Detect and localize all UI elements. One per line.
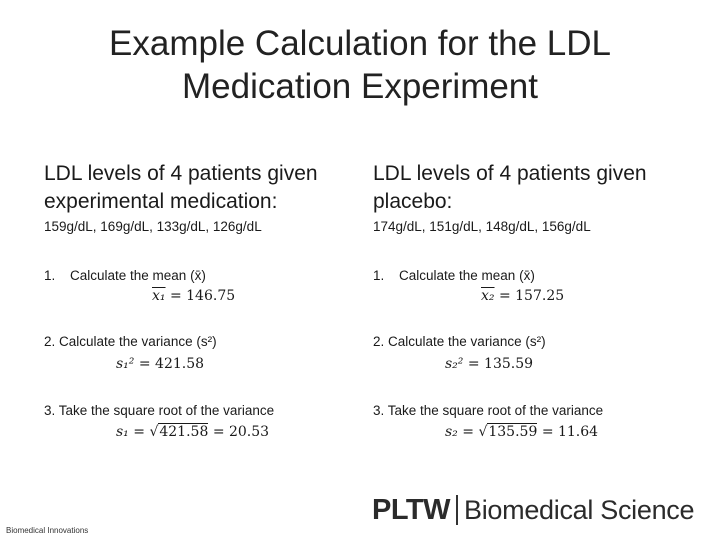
placebo-sd-radicand: 135.59 — [487, 423, 538, 440]
placebo-step-1-number: 1. — [373, 268, 385, 283]
placebo-variance-value: = 135.59 — [467, 356, 534, 372]
placebo-mean-formula: x₂ = 157.25 — [481, 288, 564, 304]
logo-main-text: PLTW — [372, 493, 451, 526]
medication-step-1-number: 1. — [44, 268, 56, 283]
medication-sd-radicand: 421.58 — [158, 423, 209, 440]
medication-step-1: 1. Calculate the mean (x̄) — [44, 268, 206, 283]
placebo-mean-value: = 157.25 — [498, 288, 565, 304]
logo-divider — [456, 495, 458, 525]
placebo-step-2: 2. Calculate the variance (s²) — [373, 334, 546, 349]
medication-sd-label: s₁ = — [116, 424, 145, 440]
medication-mean-value: = 146.75 — [169, 288, 236, 304]
medication-step-1-text: Calculate the mean (x̄) — [70, 268, 206, 283]
pltw-logo: PLTW Biomedical Science — [372, 492, 695, 528]
medication-values: 159g/dL, 169g/dL, 133g/dL, 126g/dL — [44, 219, 262, 234]
medication-variance-value: = 421.58 — [138, 356, 205, 372]
placebo-heading: LDL levels of 4 patients given placebo: — [373, 162, 647, 213]
placebo-sd-sqrt-symbol: √ — [478, 424, 488, 440]
medication-mean-formula: x₁ = 146.75 — [152, 288, 235, 304]
placebo-step-1: 1. Calculate the mean (x̄) — [373, 268, 535, 283]
medication-heading: LDL levels of 4 patients given experimen… — [44, 162, 318, 213]
medication-step-3: 3. Take the square root of the variance — [44, 403, 275, 418]
footer-course-label: Biomedical Innovations — [6, 526, 89, 535]
placebo-step-3: 3. Take the square root of the variance — [373, 403, 604, 418]
medication-sd-value: = 20.53 — [212, 424, 270, 440]
placebo-sd-formula: s₂ = √135.59 = 11.64 — [445, 423, 599, 440]
placebo-sd-label: s₂ = — [445, 424, 474, 440]
placebo-variance-label: s₂² — [445, 356, 464, 372]
medication-sd-formula: s₁ = √421.58 = 20.53 — [116, 423, 270, 440]
medication-mean-label: x₁ — [152, 288, 166, 304]
placebo-values: 174g/dL, 151g/dL, 148g/dL, 156g/dL — [373, 219, 591, 234]
placebo-mean-label: x₂ — [481, 288, 495, 304]
medication-variance-label: s₁² — [116, 356, 135, 372]
placebo-step-1-text: Calculate the mean (x̄) — [399, 268, 535, 283]
medication-variance-formula: s₁² = 421.58 — [116, 356, 204, 372]
slide-title: Example Calculation for the LDL Medicati… — [109, 24, 611, 106]
placebo-sd-value: = 11.64 — [541, 424, 599, 440]
placebo-variance-formula: s₂² = 135.59 — [445, 356, 533, 372]
medication-step-2: 2. Calculate the variance (s²) — [44, 334, 217, 349]
placebo-column: LDL levels of 4 patients given placebo: … — [373, 160, 683, 440]
logo-sub-text: Biomedical Science — [464, 494, 695, 525]
medication-column: LDL levels of 4 patients given experimen… — [44, 160, 354, 440]
medication-sd-sqrt-symbol: √ — [149, 424, 159, 440]
